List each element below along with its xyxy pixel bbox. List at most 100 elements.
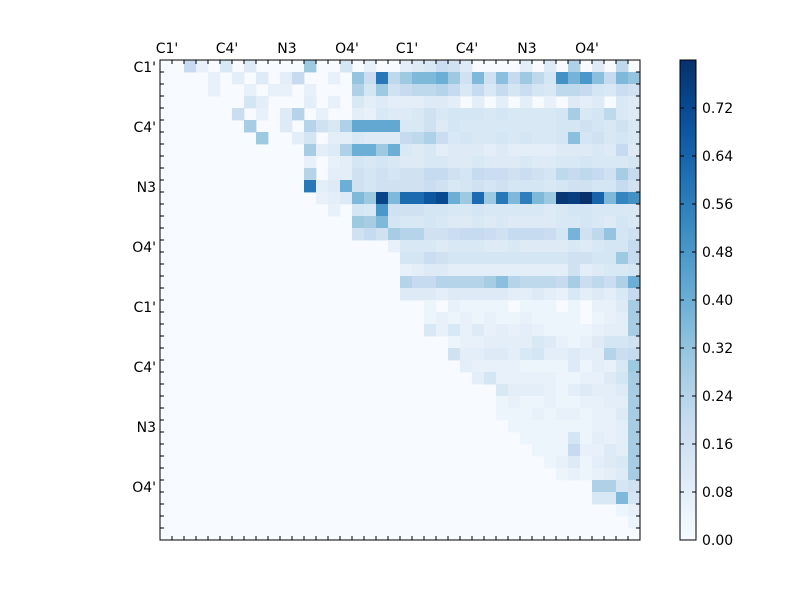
heatmap-cell xyxy=(520,132,533,145)
heatmap-cell xyxy=(472,324,485,337)
heatmap-cell xyxy=(544,384,557,397)
heatmap-cell xyxy=(556,204,569,217)
heatmap-cell xyxy=(424,84,437,97)
heatmap-cell xyxy=(496,132,509,145)
heatmap-cell xyxy=(496,108,509,121)
heatmap-cell xyxy=(532,120,545,133)
heatmap-cell xyxy=(592,480,605,493)
x-tick-label: C1' xyxy=(396,41,419,57)
y-tick-label: C4' xyxy=(133,120,156,136)
heatmap-cell xyxy=(604,180,617,193)
heatmap-cell xyxy=(616,108,629,121)
heatmap-cell xyxy=(364,108,377,121)
heatmap-cell xyxy=(604,108,617,121)
heatmap-cell xyxy=(520,372,533,385)
heatmap-cell xyxy=(484,108,497,121)
heatmap-cell xyxy=(580,228,593,241)
heatmap-cell xyxy=(568,324,581,337)
heatmap-cell xyxy=(592,420,605,433)
heatmap-cell xyxy=(532,348,545,361)
heatmap-cell xyxy=(568,276,581,289)
heatmap-cell xyxy=(532,168,545,181)
heatmap-cell xyxy=(496,324,509,337)
heatmap-cell xyxy=(628,96,641,109)
heatmap-cell xyxy=(436,168,449,181)
heatmap-cell xyxy=(472,312,485,325)
colorbar-tick-label: 0.48 xyxy=(702,245,733,261)
heatmap-cell xyxy=(448,300,461,313)
heatmap-cell xyxy=(580,132,593,145)
heatmap-cell xyxy=(568,432,581,445)
heatmap-cell xyxy=(604,444,617,457)
heatmap-cell xyxy=(340,180,353,193)
heatmap-cell xyxy=(592,360,605,373)
heatmap-cell xyxy=(592,324,605,337)
heatmap-cell xyxy=(412,72,425,85)
heatmap-cell xyxy=(556,120,569,133)
heatmap-cell xyxy=(304,60,317,73)
heatmap-cell xyxy=(244,96,257,109)
heatmap-cell xyxy=(448,252,461,265)
heatmap-cell xyxy=(568,408,581,421)
heatmap-cell xyxy=(412,60,425,73)
heatmap-cell xyxy=(508,288,521,301)
heatmap-cell xyxy=(388,192,401,205)
heatmap-cell xyxy=(580,336,593,349)
heatmap-cell xyxy=(448,72,461,85)
heatmap-cell xyxy=(544,420,557,433)
heatmap-cell xyxy=(592,108,605,121)
heatmap-cell xyxy=(484,216,497,229)
heatmap-cell xyxy=(412,84,425,97)
heatmap-cell xyxy=(616,288,629,301)
heatmap-cell xyxy=(508,132,521,145)
heatmap-cell xyxy=(460,72,473,85)
heatmap-cell xyxy=(592,168,605,181)
heatmap-cell xyxy=(496,72,509,85)
heatmap-cell xyxy=(424,180,437,193)
heatmap-cell xyxy=(448,276,461,289)
heatmap-cell xyxy=(556,228,569,241)
heatmap-cell xyxy=(484,204,497,217)
heatmap-cell xyxy=(628,516,641,529)
heatmap-cell xyxy=(304,144,317,157)
heatmap-cell xyxy=(340,192,353,205)
heatmap-cell xyxy=(472,204,485,217)
heatmap-cell xyxy=(628,204,641,217)
heatmap-cell xyxy=(256,108,269,121)
y-tick-label: C1' xyxy=(133,60,156,76)
heatmap-cell xyxy=(556,468,569,481)
heatmap-cell xyxy=(508,204,521,217)
heatmap-cell xyxy=(568,468,581,481)
heatmap-cell xyxy=(376,192,389,205)
heatmap-cell xyxy=(604,348,617,361)
heatmap-cell xyxy=(460,240,473,253)
heatmap-cell xyxy=(604,492,617,505)
heatmap-cell xyxy=(556,324,569,337)
heatmap-cell xyxy=(592,312,605,325)
heatmap-cell xyxy=(544,144,557,157)
heatmap-axes: C1'C1'C4'C4'N3N3O4'O4'C1'C1'C4'C4'N3N3O4… xyxy=(132,41,641,541)
heatmap-cell xyxy=(580,144,593,157)
heatmap-cell xyxy=(496,348,509,361)
heatmap-cell xyxy=(580,180,593,193)
heatmap-cell xyxy=(616,240,629,253)
heatmap-cell xyxy=(628,180,641,193)
heatmap-cell xyxy=(448,312,461,325)
heatmap-cell xyxy=(460,348,473,361)
heatmap-cell xyxy=(520,120,533,133)
heatmap-cell xyxy=(424,96,437,109)
heatmap-cell xyxy=(604,312,617,325)
heatmap-cell xyxy=(544,324,557,337)
heatmap-cell xyxy=(364,96,377,109)
heatmap-cell xyxy=(484,228,497,241)
heatmap-cell xyxy=(448,180,461,193)
heatmap-cell xyxy=(460,336,473,349)
heatmap-cell xyxy=(616,96,629,109)
heatmap-cell xyxy=(424,204,437,217)
heatmap-cell xyxy=(544,192,557,205)
heatmap-cell xyxy=(496,336,509,349)
heatmap-cell xyxy=(604,372,617,385)
heatmap-cell xyxy=(412,132,425,145)
heatmap-cell xyxy=(316,120,329,133)
heatmap-cell xyxy=(484,168,497,181)
